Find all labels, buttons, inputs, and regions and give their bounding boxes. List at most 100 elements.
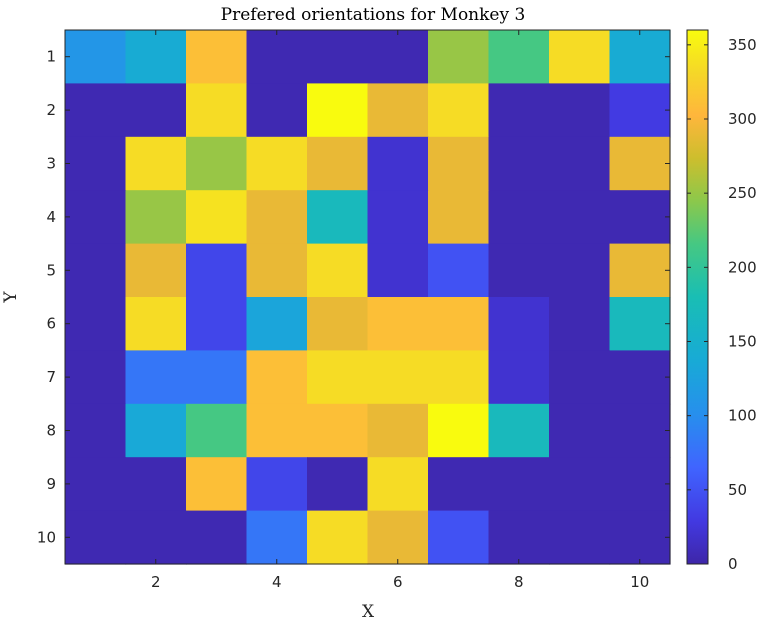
x-axis-label: X [362,602,375,622]
heatmap-cell [125,510,187,565]
heatmap-cell [488,243,550,298]
heatmap-cell [488,297,550,351]
heatmap-cell [65,510,127,565]
y-tick-label: 4 [46,208,56,226]
heatmap-cell [428,83,490,138]
heatmap-cell [549,297,611,351]
heatmap-cell [428,190,490,245]
heatmap-cell [367,297,429,351]
heatmap-cell [488,350,550,405]
heatmap-cell [125,457,187,512]
heatmap-cell [307,190,369,245]
heatmap-cell [186,510,248,565]
heatmap-cell [186,350,248,405]
heatmap-cell [186,30,248,84]
y-tick-label: 6 [46,315,56,333]
heatmap-cell [549,350,611,405]
x-tick-label: 6 [393,573,403,591]
heatmap-cell [65,83,127,138]
heatmap-cell [307,83,369,138]
heatmap-cell [65,30,127,84]
colorbar [686,29,709,565]
heatmap-cell [549,83,611,138]
heatmap-cell [246,136,308,191]
colorbar-ticks: 0 50 100 150 200 250 300 350 [687,36,757,573]
colorbar-tick-label: 250 [728,184,757,202]
colorbar-tick-label: 200 [728,258,757,276]
heatmap-cell [186,457,248,512]
heatmap-cell [307,510,369,565]
heatmap-cell [488,83,550,138]
heatmap-cell [609,243,671,298]
heatmap-cell [246,30,308,84]
colorbar-tick-label: 350 [728,36,757,54]
y-tick-label: 7 [46,368,56,386]
heatmap-cell [307,403,369,458]
heatmap-cell [65,297,127,351]
heatmap-cell [367,350,429,405]
heatmap-cells [65,30,671,565]
heatmap-cell [488,30,550,84]
colorbar-tick-label: 50 [728,481,747,499]
heatmap-cell [307,350,369,405]
heatmap-cell [367,190,429,245]
y-tick-label: 9 [46,475,56,493]
heatmap-cell [428,350,490,405]
heatmap-cell [65,243,127,298]
heatmap-cell [65,403,127,458]
colorbar-tick-label: 0 [728,555,738,573]
heatmap-cell [609,83,671,138]
heatmap-cell [609,30,671,84]
heatmap-cell [549,30,611,84]
x-tick-label: 4 [272,573,282,591]
heatmap-cell [65,190,127,245]
heatmap-cell [609,403,671,458]
heatmap-cell [246,510,308,565]
heatmap-cell [307,297,369,351]
x-tick-label: 2 [151,573,161,591]
heatmap-cell [609,350,671,405]
heatmap-cell [488,190,550,245]
heatmap-cell [186,83,248,138]
heatmap-cell [488,457,550,512]
heatmap-cell [367,83,429,138]
heatmap-cell [549,403,611,458]
colorbar-tick-label: 100 [728,407,757,425]
heatmap-cell [367,457,429,512]
x-tick-label: 8 [514,573,524,591]
heatmap-cell [367,403,429,458]
heatmap-cell [367,510,429,565]
heatmap-cell [488,403,550,458]
heatmap-cell [125,190,187,245]
heatmap-cell [428,403,490,458]
colorbar-tick-label: 150 [728,333,757,351]
heatmap-cell [246,297,308,351]
heatmap-cell [125,30,187,84]
heatmap-cell [428,136,490,191]
x-tick-label: 10 [630,573,649,591]
heatmap-cell [549,136,611,191]
plot-frame [64,29,671,565]
heatmap-cell [428,30,490,84]
y-tick-label: 8 [46,422,56,440]
y-tick-label: 2 [46,101,56,119]
heatmap-cell [609,136,671,191]
heatmap-cell [125,350,187,405]
heatmap-cell [125,243,187,298]
heatmap-cell [65,457,127,512]
heatmap-cell [307,136,369,191]
heatmap-cell [246,403,308,458]
heatmap-cell [609,457,671,512]
heatmap-cell [488,510,550,565]
heatmap-cell [186,243,248,298]
heatmap-cell [367,136,429,191]
heatmap-cell [609,190,671,245]
heatmap-cell [246,190,308,245]
heatmap-cell [307,243,369,298]
heatmap-cell [428,510,490,565]
heatmap-cell [125,403,187,458]
heatmap-cell [186,190,248,245]
heatmap-cell [307,30,369,84]
